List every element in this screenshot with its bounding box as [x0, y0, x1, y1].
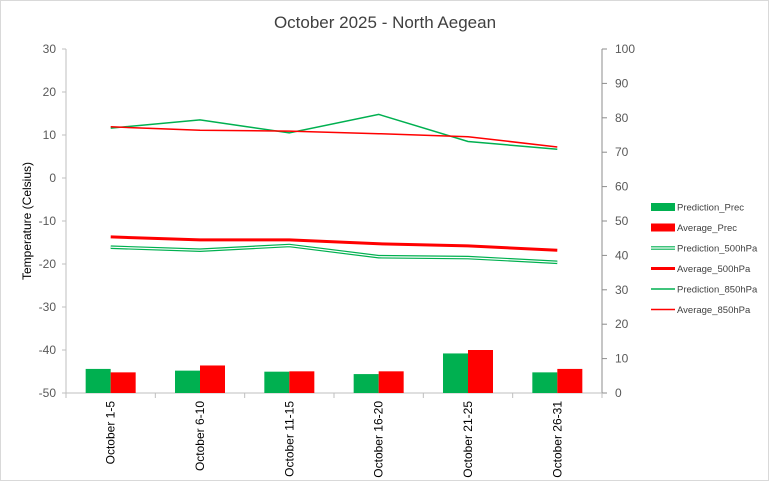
y2-axis-tick-label: 40 — [615, 248, 629, 262]
y2-axis-tick-label: 50 — [615, 214, 629, 228]
series-line-average-500hpa — [110, 235, 558, 252]
chart-title: October 2025 - North Aegean — [274, 13, 496, 32]
legend-average-prec-swatch — [651, 223, 675, 232]
x-axis-tick-label: October 21-25 — [461, 401, 475, 478]
bar-prediction-prec — [443, 353, 468, 393]
bar-prediction-prec — [532, 372, 558, 393]
bar-prediction-prec — [264, 371, 290, 393]
legend-average-850hpa-label: Average_850hPa — [677, 305, 751, 316]
legend-prediction-prec-label: Prediction_Prec — [677, 203, 744, 214]
y2-axis-tick-label: 70 — [615, 145, 629, 159]
series-line-prediction-850hpa — [110, 113, 558, 150]
legend-average-500hpa-label: Average_500hPa — [677, 264, 751, 275]
bar-prediction-prec — [85, 368, 111, 393]
y2-axis-tick-label: 0 — [615, 386, 622, 400]
y2-axis-tick-label: 80 — [615, 111, 629, 125]
bar-average-prec — [200, 365, 225, 393]
legend: Prediction_Prec Average_Prec Prediction_50… — [651, 203, 758, 316]
legend-prediction-prec-swatch — [651, 203, 675, 211]
bar-average-prec — [468, 350, 493, 393]
y2-axis-tick-label: 100 — [615, 42, 635, 56]
y2-axis-tick-label: 30 — [615, 283, 629, 297]
y-axis-tick-label: 30 — [43, 42, 57, 56]
plot-area: 3020100-10-20-30-40-50100908070605040302… — [39, 42, 636, 478]
legend-average-prec-label: Average_Prec — [677, 223, 737, 234]
x-axis-tick-label: October 11-15 — [282, 401, 296, 477]
x-axis-tick-label: October 1-5 — [104, 401, 118, 465]
bar-prediction-prec — [353, 374, 379, 393]
bar-prediction-prec — [175, 370, 200, 393]
y-axis-tick-label: -40 — [39, 343, 57, 357]
y-axis-tick-label: 20 — [43, 85, 57, 99]
bar-average-prec — [110, 372, 136, 393]
bar-average-prec — [557, 368, 583, 393]
series-line-average-850hpa — [110, 126, 558, 148]
y2-axis-tick-label: 10 — [615, 352, 629, 366]
y-axis-tick-label: -50 — [39, 386, 57, 400]
y-axis-tick-label: -30 — [39, 300, 57, 314]
bar-average-prec — [378, 371, 404, 393]
y2-axis-tick-label: 90 — [615, 76, 629, 90]
legend-prediction-500hpa-label: Prediction_500hPa — [677, 244, 758, 255]
y2-axis-tick-label: 60 — [615, 180, 629, 194]
x-axis-tick-label: October 6-10 — [193, 401, 207, 471]
y-axis-label: Temperature (Celsius) — [20, 162, 34, 280]
legend-prediction-850hpa-label: Prediction_850hPa — [677, 285, 758, 296]
y-axis-tick-label: 0 — [49, 171, 56, 185]
x-axis-tick-label: October 16-20 — [372, 401, 386, 478]
y-axis-tick-label: -10 — [39, 214, 57, 228]
y2-axis-tick-label: 20 — [615, 317, 629, 331]
x-axis-tick-label: October 26-31 — [550, 401, 564, 478]
bar-average-prec — [289, 371, 315, 393]
y-axis-tick-label: 10 — [43, 128, 57, 142]
y-axis-tick-label: -20 — [39, 257, 57, 271]
series-line-prediction-500hpa-inner — [110, 244, 558, 263]
